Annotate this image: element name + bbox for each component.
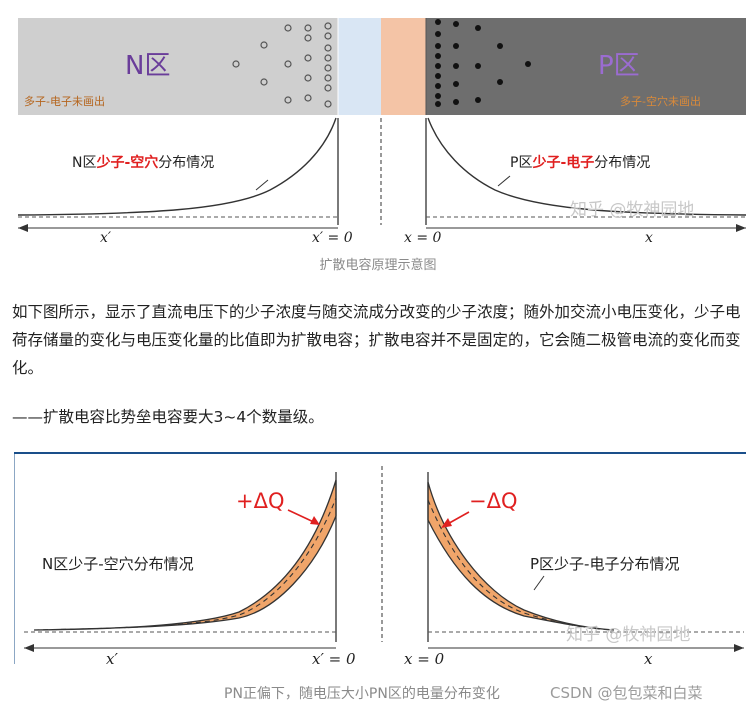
depletion-p-side — [381, 18, 426, 115]
p-dc-curve — [427, 499, 615, 631]
body-paragraph: 如下图所示，显示了直流电压下的少子浓度与随交流成分改变的少子浓度；随外加交流小电… — [12, 303, 741, 377]
p-minority-curve — [427, 117, 747, 216]
minus-delta-q-label: −ΔQ — [469, 489, 518, 513]
fig2-axis-x-zero-label: x = 0 — [404, 650, 445, 668]
axis-x-prime-zero-label: x′ = 0 — [312, 230, 353, 245]
axis-x-prime-label: x′ — [100, 230, 112, 245]
fig2-axis-x-prime-label: x′ — [106, 650, 118, 668]
csdn-watermark: CSDN @包包菜和白菜 — [550, 684, 703, 702]
watermark-zhihu-1: 知乎 @牧神园地 — [570, 200, 694, 220]
note-line: ——扩散电容比势垒电容要大3~4个数量级。 — [12, 408, 324, 426]
n-curve-label: N区少子-空穴分布情况 — [72, 154, 214, 171]
electron-dots — [435, 19, 531, 107]
n-region-label: N区 — [125, 51, 170, 81]
plus-delta-q-label: +ΔQ — [236, 489, 285, 513]
figure-diffusion-capacitance-principle: N区 P区 多子-电子未画出 多子-空穴未画出 N区少子-空穴分布情况 P区少子… — [0, 0, 756, 245]
axis-x-zero-label: x = 0 — [404, 230, 442, 245]
figure-charge-variation: +ΔQ −ΔQ N区少子-空穴分布情况 P区少子-电子分布情况 x′ x′ = … — [13, 452, 746, 674]
p-region-label: P区 — [598, 51, 640, 81]
hole-circles — [232, 22, 332, 108]
p-majority-note: 多子-空穴未画出 — [620, 94, 701, 108]
n-dc-curve — [33, 497, 337, 631]
figure2-svg: +ΔQ −ΔQ N区少子-空穴分布情况 P区少子-电子分布情况 x′ x′ = … — [13, 452, 746, 668]
fig2-axis-x-label: x — [644, 650, 653, 668]
depletion-n-side — [338, 18, 381, 115]
figure1-svg: N区 P区 多子-电子未画出 多子-空穴未画出 N区少子-空穴分布情况 P区少子… — [17, 18, 747, 245]
figure1-caption: 扩散电容原理示意图 — [319, 258, 437, 273]
n-minority-curve — [17, 117, 337, 216]
axis-x-label: x — [645, 230, 653, 245]
fig2-n-label: N区少子-空穴分布情况 — [42, 555, 194, 573]
fig2-axis-x-prime-zero-label: x′ = 0 — [312, 650, 356, 668]
fig2-p-label: P区少子-电子分布情况 — [530, 555, 679, 573]
watermark-zhihu-2: 知乎 @牧神园地 — [566, 625, 690, 645]
n-majority-note: 多子-电子未画出 — [24, 94, 105, 108]
figure2-caption: PN正偏下，随电压大小PN区的电量分布变化 — [224, 686, 500, 702]
p-curve-label: P区少子-电子分布情况 — [510, 154, 650, 171]
